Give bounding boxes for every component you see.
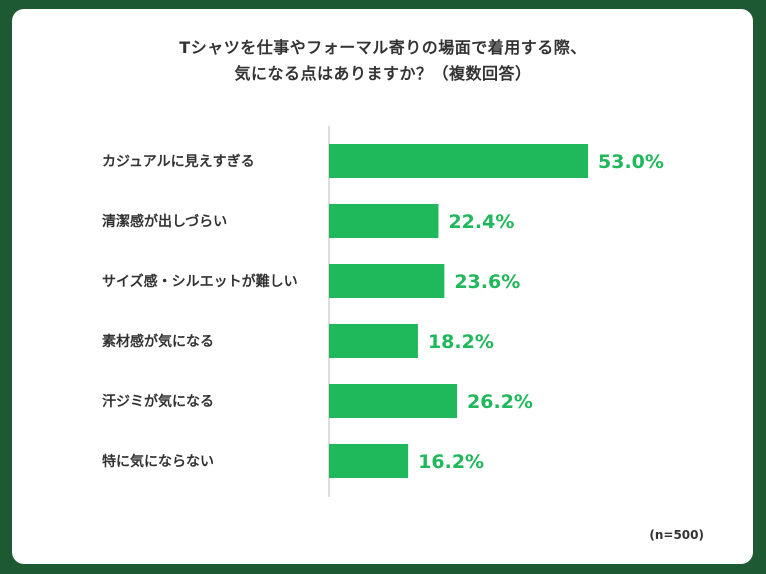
bar <box>329 324 418 358</box>
value-label: 22.4% <box>448 211 514 233</box>
bar <box>329 384 458 418</box>
category-label: カジュアルに見えすぎる <box>102 153 255 170</box>
chart-title-line-1: Tシャツを仕事やフォーマル寄りの場面で着用する際、 <box>179 38 587 57</box>
category-label: 特に気にならない <box>102 453 214 470</box>
category-label: 汗ジミが気になる <box>102 393 214 410</box>
value-label: 23.6% <box>454 271 520 293</box>
value-label: 18.2% <box>428 331 494 353</box>
category-label: 素材感が気になる <box>102 333 214 350</box>
value-label: 53.0% <box>598 151 664 173</box>
bar <box>329 144 588 178</box>
category-label: サイズ感・シルエットが難しい <box>102 273 298 290</box>
bar <box>329 444 409 478</box>
category-label: 清潔感が出しづらい <box>102 213 227 230</box>
value-label: 26.2% <box>467 391 533 413</box>
chart-title-line-2: 気になる点はありますか？（複数回答） <box>234 64 532 83</box>
sample-size-note: (n=500) <box>649 528 704 542</box>
value-label: 16.2% <box>418 451 484 473</box>
bar <box>329 264 445 298</box>
bar <box>329 204 439 238</box>
